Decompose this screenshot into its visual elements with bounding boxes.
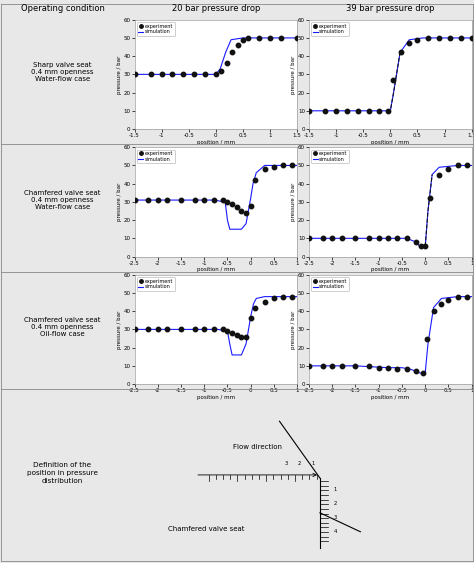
Y-axis label: pressure / bar: pressure / bar	[117, 183, 122, 221]
Text: Sharp valve seat
0.4 mm openness
Water-flow case: Sharp valve seat 0.4 mm openness Water-f…	[31, 62, 94, 82]
Text: 4: 4	[333, 529, 337, 534]
Text: Definition of the
position in pressure
distribution: Definition of the position in pressure d…	[27, 462, 98, 484]
Text: 3: 3	[333, 515, 337, 520]
Y-axis label: pressure / bar: pressure / bar	[117, 55, 122, 93]
Text: 20 bar pressure drop: 20 bar pressure drop	[172, 4, 260, 13]
X-axis label: position / mm: position / mm	[371, 140, 410, 145]
Text: Flow direction: Flow direction	[233, 444, 282, 450]
Text: 1: 1	[333, 486, 337, 491]
Text: 39 bar pressure drop: 39 bar pressure drop	[346, 4, 435, 13]
Legend: experiment, simulation: experiment, simulation	[137, 277, 174, 291]
Text: 3: 3	[284, 462, 288, 467]
Text: 2: 2	[333, 501, 337, 506]
Text: Operating condition: Operating condition	[20, 4, 104, 13]
X-axis label: position / mm: position / mm	[371, 395, 410, 400]
Y-axis label: pressure / bar: pressure / bar	[117, 310, 122, 348]
Legend: experiment, simulation: experiment, simulation	[311, 150, 349, 163]
X-axis label: position / mm: position / mm	[197, 267, 235, 272]
Text: 2: 2	[298, 462, 301, 467]
Y-axis label: pressure / bar: pressure / bar	[292, 55, 296, 93]
Legend: experiment, simulation: experiment, simulation	[137, 22, 174, 36]
X-axis label: position / mm: position / mm	[371, 267, 410, 272]
Text: Chamfered valve seat
0.4 mm openness
Water-flow case: Chamfered valve seat 0.4 mm openness Wat…	[24, 190, 101, 209]
Legend: experiment, simulation: experiment, simulation	[311, 277, 349, 291]
Legend: experiment, simulation: experiment, simulation	[137, 150, 174, 163]
Legend: experiment, simulation: experiment, simulation	[311, 22, 349, 36]
Text: Chamfered valve seat
0.4 mm openness
Oil-flow case: Chamfered valve seat 0.4 mm openness Oil…	[24, 317, 101, 337]
X-axis label: position / mm: position / mm	[197, 140, 235, 145]
Y-axis label: pressure / bar: pressure / bar	[292, 310, 296, 348]
Y-axis label: pressure / bar: pressure / bar	[292, 183, 296, 221]
X-axis label: position / mm: position / mm	[197, 395, 235, 400]
Text: Chamfered valve seat: Chamfered valve seat	[168, 526, 245, 531]
Text: 1: 1	[311, 462, 315, 467]
